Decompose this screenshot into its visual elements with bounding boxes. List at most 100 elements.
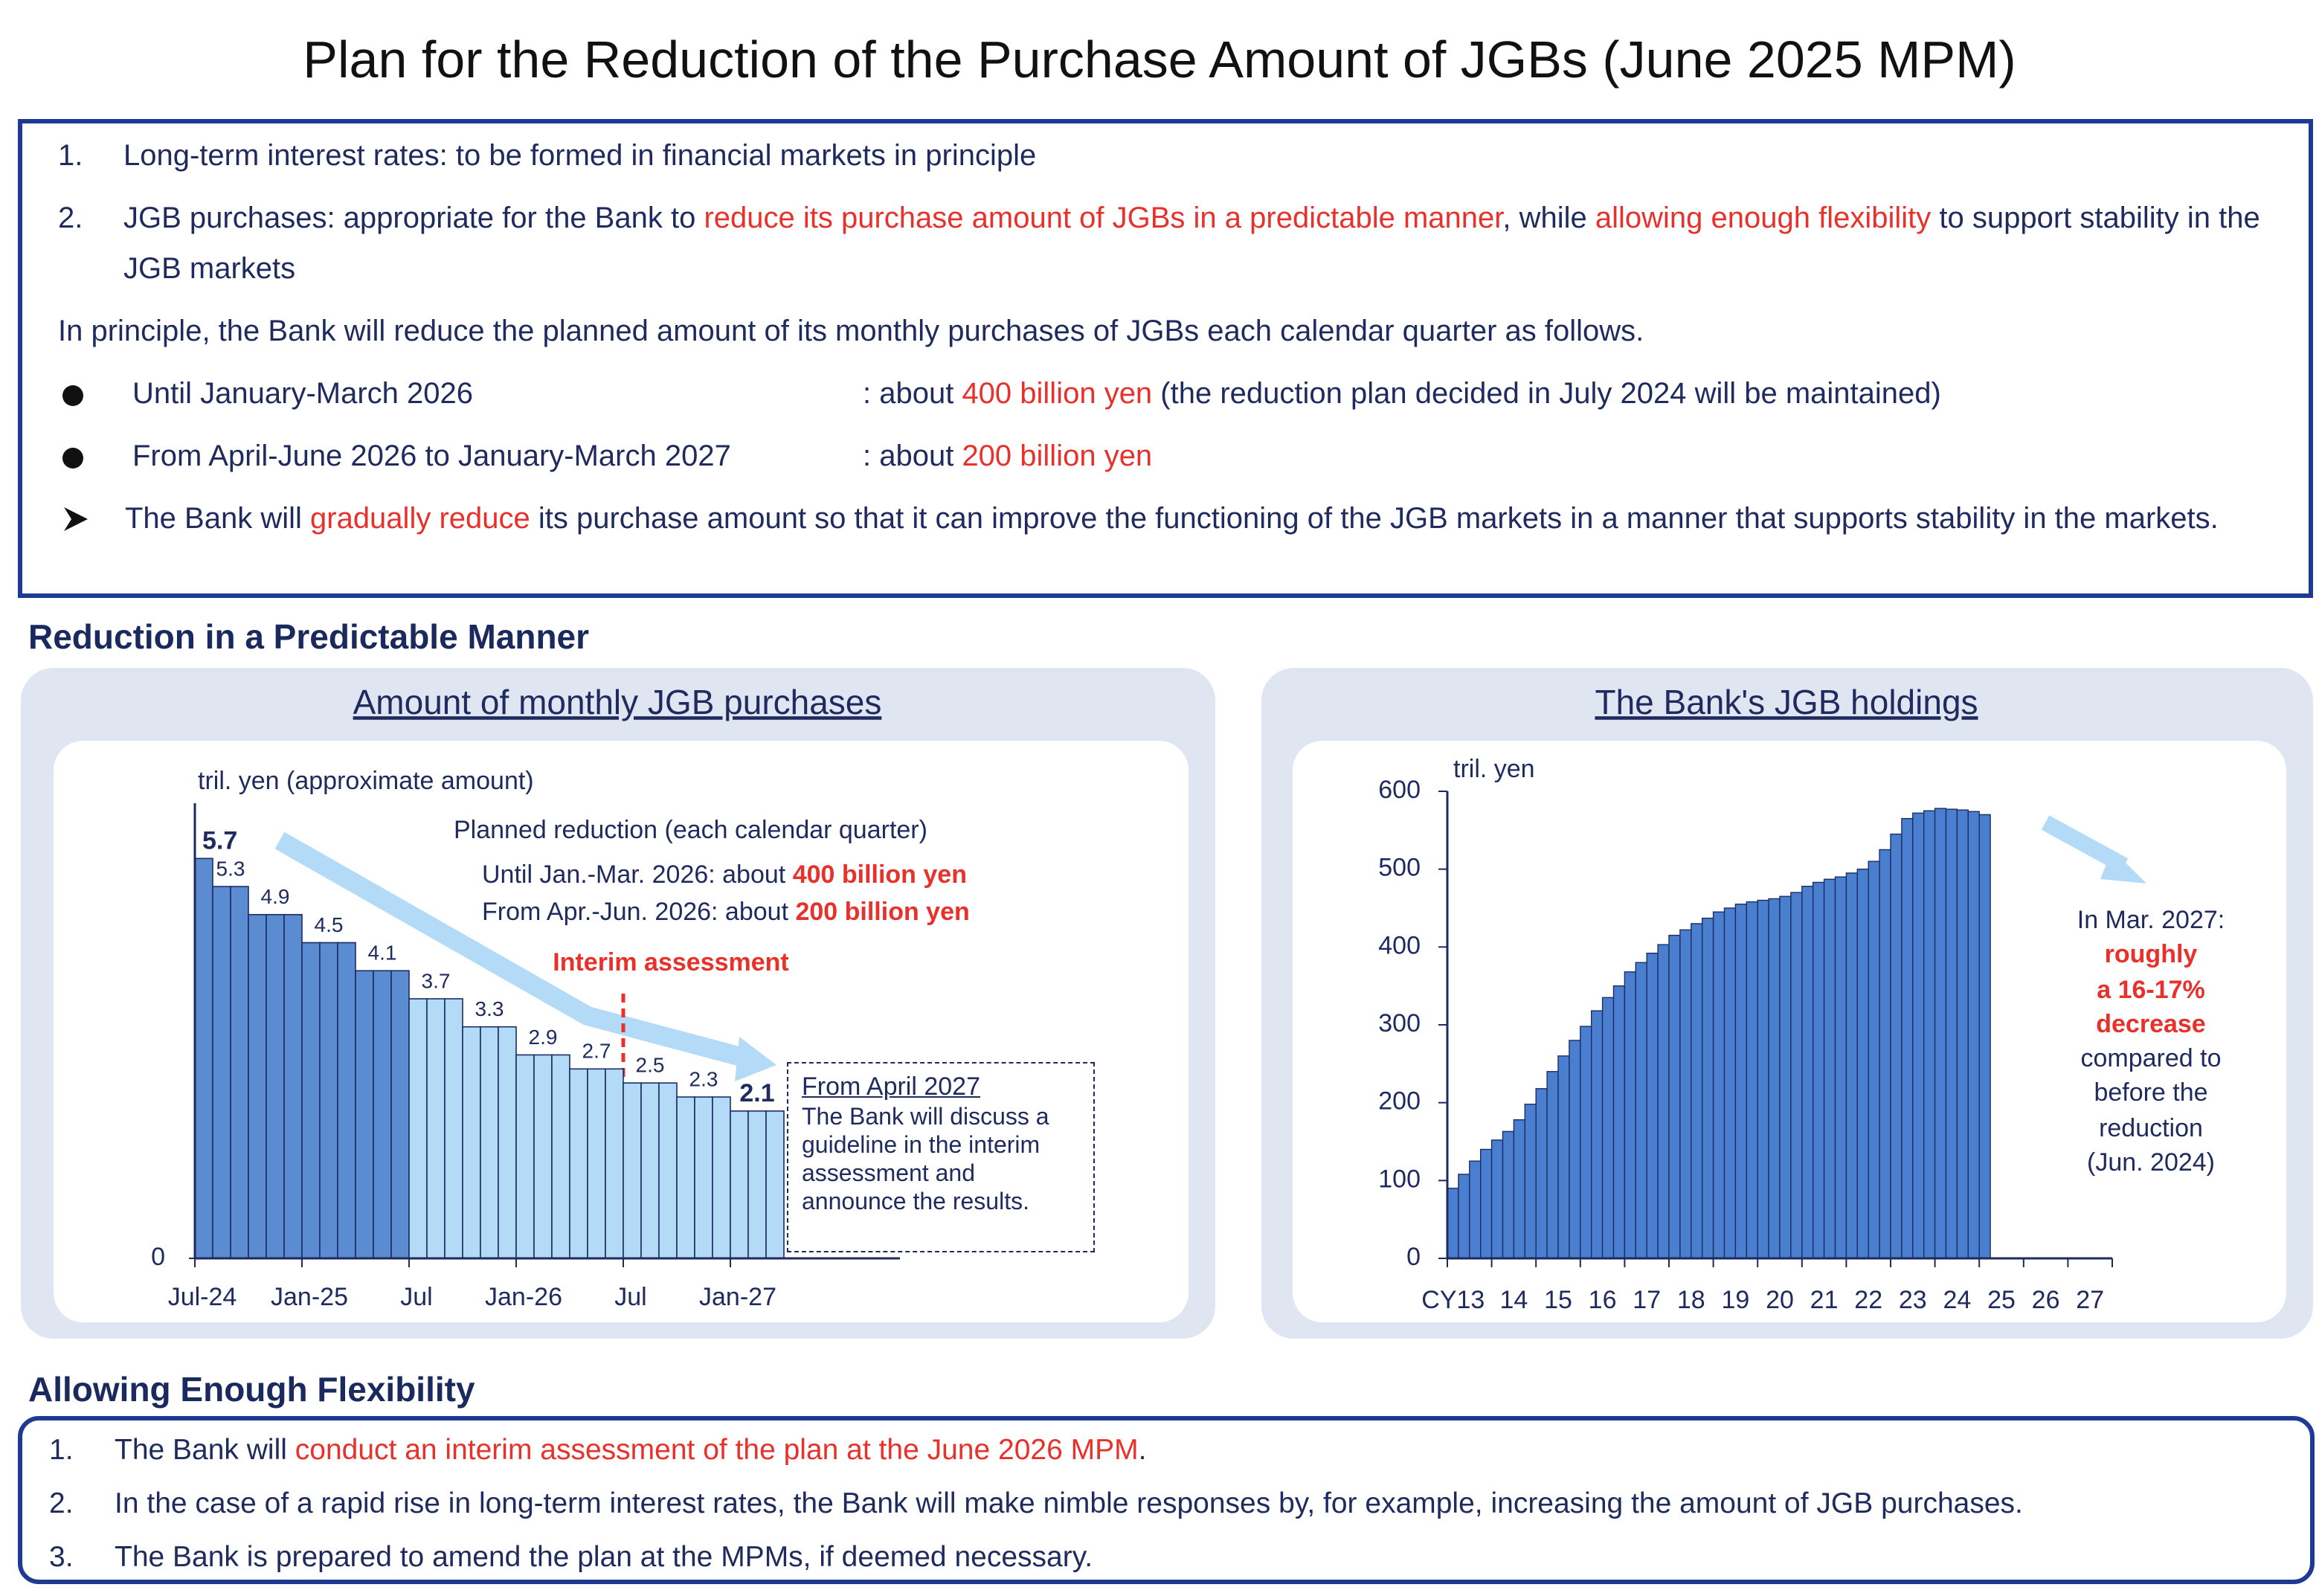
bar [1535,1088,1548,1259]
bar [248,913,267,1259]
note-item: The Bank will gradually reduce its purch… [58,494,2288,544]
bar [1646,953,1659,1259]
item-text: Long-term interest rates: to be formed i… [123,131,1036,181]
intro-text: In principle, the Bank will reduce the p… [58,306,2288,357]
item-text: The Bank is prepared to amend the plan a… [115,1531,1093,1584]
bar [730,1110,749,1259]
bar [1601,997,1615,1259]
x-tick-label: 20 [1766,1286,1794,1314]
bar [319,942,338,1259]
y-tick-label: 400 [1378,931,1421,959]
bar [480,1026,499,1259]
text-segment: . [1138,1434,1147,1467]
text-segment: JGB purchases: appropriate for the Bank … [123,202,704,235]
text-segment: The Bank is prepared to amend the plan a… [115,1541,1093,1574]
bar [1668,934,1681,1259]
data-label: 2.1 [739,1079,774,1107]
y-tick-label: 0 [1406,1243,1421,1271]
text-segment: The Bank will [115,1434,295,1467]
data-label: 2.7 [582,1040,611,1063]
bar [337,942,356,1259]
x-tick-label: 25 [1987,1286,2016,1314]
bullet-dot [62,385,83,406]
text-segment: gradually reduce [310,503,530,535]
bar [212,886,231,1259]
text-segment: (the reduction plan decided in July 2024… [1152,378,1941,411]
bar [1768,898,1781,1259]
bar [373,970,392,1259]
note-line: (Jun. 2024) [2087,1148,2215,1177]
data-label: 5.7 [202,826,237,855]
arrow-bullet [64,507,88,531]
bar [1447,1188,1459,1259]
trend-arrow-head [735,1037,776,1081]
note-line: a 16-17% [2097,975,2205,1004]
bar [1624,971,1636,1259]
bar [605,1068,624,1259]
bar [1812,881,1825,1259]
annotation-line: From Apr.-Jun. 2026: about 200 billion y… [482,898,970,926]
x-tick-label: 14 [1499,1286,1528,1314]
note-line: reduction [2099,1113,2203,1142]
y-axis-label: tril. yen (approximate amount) [198,767,534,795]
bar [1513,1119,1526,1259]
note-line: before the [2094,1078,2208,1107]
bar [426,998,446,1259]
y-tick-label: 200 [1378,1087,1421,1116]
numbered-item: 3. The Bank is prepared to amend the plan… [49,1531,2289,1584]
bar [408,998,428,1259]
bar [1823,878,1836,1259]
bar [355,970,374,1259]
bar [623,1082,642,1259]
bullet [58,431,132,482]
x-tick-label: CY13 [1421,1286,1485,1314]
bar [1734,904,1747,1259]
bar [1746,901,1758,1259]
trend-arrow [274,831,747,1067]
bar [1934,808,1947,1259]
note-text: The Bank will gradually reduce its purch… [125,494,2219,544]
bar [640,1082,660,1259]
x-tick-label: Jan-26 [485,1283,562,1311]
bar [1834,876,1847,1259]
x-tick-label: Jul [400,1283,432,1311]
text-segment: In principle, the Bank will reduce the p… [58,315,1644,348]
bar [1967,811,1980,1259]
bar [1723,907,1737,1259]
data-label: 4.1 [368,942,397,965]
numbered-item: 2. JGB purchases: appropriate for the Ban… [58,193,2288,295]
bar [1569,1040,1581,1259]
y-axis-label: tril. yen [1453,755,1535,783]
bar [569,1068,588,1259]
text-segment: From Apr.-Jun. 2026: about [482,898,795,926]
bar [1557,1055,1570,1259]
bar [747,1110,767,1259]
x-tick-label: Jan-25 [271,1283,348,1311]
bar [1879,849,1891,1259]
text-segment: 400 billion yen [793,860,967,889]
note-line: In Mar. 2027: [2077,906,2225,934]
chart-title: Amount of monthly JGB purchases [353,683,882,721]
bullet-item: Until January-March 2026: about 400 bill… [58,369,2288,419]
bar [1691,923,1703,1259]
text-segment: Until Jan.-Mar. 2026: about [482,860,793,889]
data-label: 3.3 [475,997,504,1020]
chart-title: The Bank's JGB holdings [1595,683,1978,721]
bar [1635,962,1647,1259]
outlook-box: From April 2027 The Bank will discuss a … [787,1062,1095,1252]
x-tick-label: 27 [2076,1286,2104,1314]
data-label: 4.9 [261,885,290,908]
bar [283,913,303,1259]
bullet-period: From April-June 2026 to January-March 20… [132,440,731,473]
bullet-period: Until January-March 2026 [132,378,473,411]
bar [1923,810,1936,1259]
bar [658,1082,678,1259]
policy-box: 1. Long-term interest rates: to be formed… [18,119,2313,598]
bullet [58,369,132,419]
bar [676,1096,695,1259]
bar [1580,1026,1592,1259]
outlook-text: The Bank will discuss a guideline in the… [802,1105,1049,1215]
bar [194,857,213,1259]
numbered-item: 1. Long-term interest rates: to be formed… [58,131,2288,181]
